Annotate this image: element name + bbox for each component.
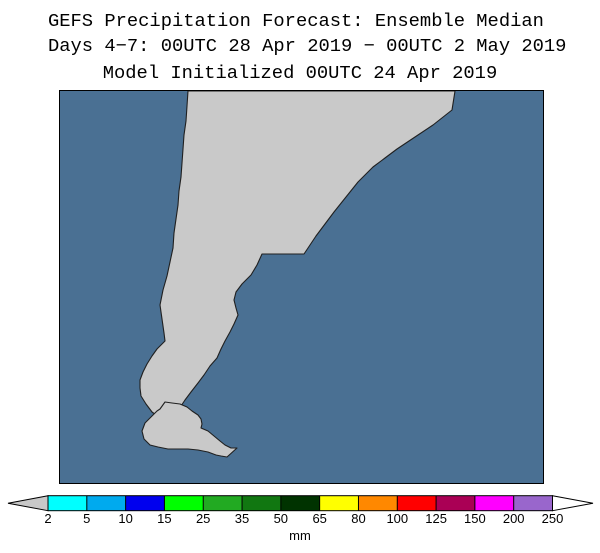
svg-text:2: 2 xyxy=(44,511,51,526)
svg-text:35: 35 xyxy=(235,511,249,526)
svg-text:200: 200 xyxy=(503,511,525,526)
svg-text:50: 50 xyxy=(274,511,288,526)
svg-text:80: 80 xyxy=(351,511,365,526)
svg-text:100: 100 xyxy=(386,511,408,526)
svg-text:250: 250 xyxy=(542,511,564,526)
svg-text:125: 125 xyxy=(425,511,447,526)
svg-text:150: 150 xyxy=(464,511,486,526)
svg-text:65: 65 xyxy=(312,511,326,526)
svg-text:15: 15 xyxy=(157,511,171,526)
svg-text:10: 10 xyxy=(118,511,132,526)
svg-text:5: 5 xyxy=(83,511,90,526)
svg-text:25: 25 xyxy=(196,511,210,526)
